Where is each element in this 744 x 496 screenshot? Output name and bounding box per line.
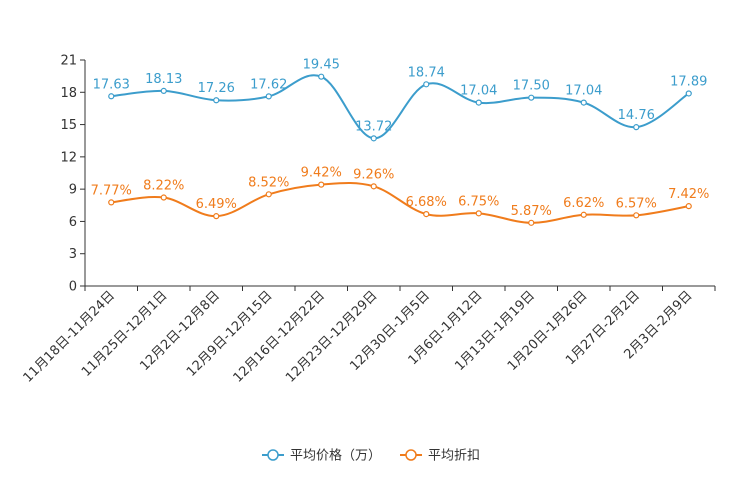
data-point-1-0[interactable] — [108, 199, 115, 206]
data-point-1-4[interactable] — [318, 181, 325, 188]
data-point-1-11[interactable] — [685, 203, 692, 210]
data-point-0-2[interactable] — [213, 97, 220, 104]
data-label-0-3: 17.62 — [250, 77, 287, 92]
y-tick-label: 18 — [60, 86, 77, 101]
data-label-0-4: 19.45 — [303, 58, 340, 73]
data-point-0-1[interactable] — [160, 87, 167, 94]
data-label-0-1: 18.13 — [145, 72, 182, 87]
legend-label: 平均价格（万） — [290, 448, 381, 464]
data-label-1-6: 6.68% — [406, 195, 447, 210]
data-label-1-5: 9.26% — [353, 167, 394, 182]
data-label-1-4: 9.42% — [301, 166, 342, 181]
data-label-1-8: 5.87% — [511, 204, 552, 219]
data-point-1-8[interactable] — [528, 219, 535, 226]
y-tick-label: 9 — [69, 183, 77, 198]
data-point-1-3[interactable] — [265, 191, 272, 198]
y-tick-label: 3 — [69, 247, 77, 262]
legend-item-1[interactable]: 平均折扣 — [400, 449, 480, 464]
data-point-0-10[interactable] — [633, 124, 640, 131]
y-tick-label: 6 — [69, 215, 77, 230]
data-point-1-7[interactable] — [475, 210, 482, 217]
legend-marker-icon — [267, 449, 279, 461]
x-tick-label: 12月16日-12月22日 — [231, 288, 328, 385]
data-point-0-11[interactable] — [685, 90, 692, 97]
data-label-1-1: 8.22% — [143, 179, 184, 194]
y-tick-label: 12 — [60, 150, 77, 165]
data-label-0-10: 14.76 — [618, 108, 655, 123]
legend-marker-icon — [405, 449, 417, 461]
x-tick-label: 11月18日-11月24日 — [21, 288, 118, 385]
legend-label: 平均折扣 — [428, 449, 480, 464]
data-label-0-11: 17.89 — [670, 74, 707, 89]
data-label-0-9: 17.04 — [565, 84, 602, 99]
data-point-0-0[interactable] — [108, 93, 115, 100]
chart-legend[interactable]: 平均价格（万） 平均折扣 — [262, 448, 480, 464]
data-label-0-8: 17.50 — [513, 79, 550, 94]
y-tick-label: 21 — [60, 54, 77, 69]
data-label-1-0: 7.77% — [91, 183, 132, 198]
data-point-0-5[interactable] — [370, 135, 377, 142]
data-point-1-1[interactable] — [160, 194, 167, 201]
data-label-0-5: 13.72 — [355, 119, 392, 134]
data-point-0-9[interactable] — [580, 99, 587, 106]
legend-item-0[interactable]: 平均价格（万） — [262, 448, 381, 464]
data-point-1-6[interactable] — [423, 211, 430, 218]
data-label-1-9: 6.62% — [563, 196, 604, 211]
data-point-1-10[interactable] — [633, 212, 640, 219]
data-label-0-7: 17.04 — [460, 84, 497, 99]
data-point-0-6[interactable] — [423, 81, 430, 88]
data-label-0-2: 17.26 — [198, 81, 235, 96]
data-point-0-4[interactable] — [318, 73, 325, 80]
chart-data-labels: 17.63 18.13 17.26 17.62 19.45 13.72 18.74 17.04… — [91, 58, 710, 219]
y-tick-label: 0 — [69, 280, 77, 295]
series-line-1 — [111, 182, 689, 224]
data-point-1-5[interactable] — [370, 183, 377, 190]
data-point-0-3[interactable] — [265, 93, 272, 100]
data-label-1-2: 6.49% — [196, 197, 237, 212]
data-label-1-3: 8.52% — [248, 175, 289, 190]
data-label-1-10: 6.57% — [616, 196, 657, 211]
data-label-1-11: 7.42% — [668, 187, 709, 202]
data-point-1-2[interactable] — [213, 213, 220, 220]
data-point-0-8[interactable] — [528, 94, 535, 101]
data-label-0-6: 18.74 — [408, 65, 445, 80]
chart-axes: 03691215182111月18日-11月24日11月25日-12月1日12月… — [21, 54, 716, 386]
y-tick-label: 15 — [60, 118, 77, 133]
data-label-0-0: 17.63 — [93, 77, 130, 92]
data-label-1-7: 6.75% — [458, 194, 499, 209]
chart-series — [108, 73, 692, 226]
x-tick-label: 12月23日-12月29日 — [283, 288, 380, 385]
data-point-1-9[interactable] — [580, 211, 587, 218]
data-point-0-7[interactable] — [475, 99, 482, 106]
